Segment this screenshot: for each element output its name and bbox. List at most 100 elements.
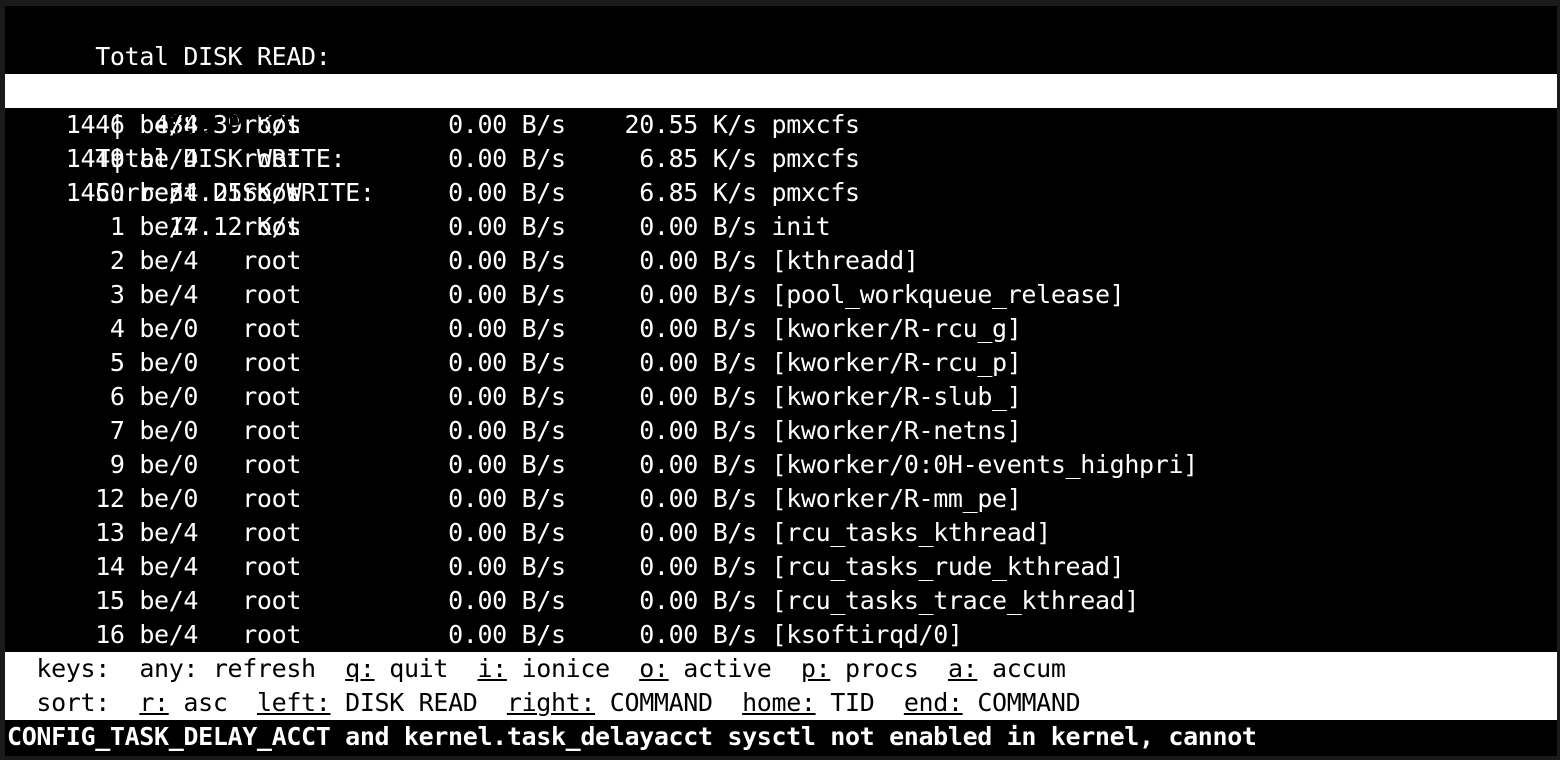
cell-user: root (242, 518, 360, 547)
cell-prio: be/4 (139, 620, 243, 649)
cell-disk_read: 0.00 B/s (359, 280, 581, 309)
footer-keys-row: keys: any: refresh q: quit i: ionice o: … (5, 652, 1557, 686)
cell-tid: 1446 (7, 110, 140, 139)
cell-user: root (242, 246, 360, 275)
footer-key-accel: r: (139, 688, 169, 717)
table-row[interactable]: 1449 be/4 root 0.00 B/s 6.85 K/s pmxcfs (5, 142, 1557, 176)
cell-tid: 1449 (7, 144, 140, 173)
cell-tid: 14 (7, 552, 140, 581)
cell-user: root (242, 586, 360, 615)
cell-disk_read: 0.00 B/s (359, 212, 581, 241)
cell-command: [kworker/0:0H-events_highpri] (771, 450, 1199, 479)
cell-command: pmxcfs (771, 110, 861, 139)
footer-key-action: procs (830, 654, 948, 683)
footer-key-accel: a: (947, 654, 978, 683)
column-header-command[interactable]: COMMAND (830, 110, 993, 139)
footer-key-action: active (668, 654, 801, 683)
summary-total-row: Total DISK READ: 0.00 B/s | Total DISK W… (5, 6, 1557, 207)
footer-key-action: COMMAND (962, 688, 1081, 717)
footer-key-home[interactable]: home: TID (742, 688, 904, 717)
cell-command: init (771, 212, 831, 241)
cell-user: root (242, 110, 360, 139)
table-row[interactable]: 16 be/4 root 0.00 B/s 0.00 B/s [ksoftirq… (5, 618, 1557, 652)
footer-key-accel: left: (256, 688, 331, 717)
cell-prio: be/4 (139, 144, 243, 173)
table-row[interactable]: 2 be/4 root 0.00 B/s 0.00 B/s [kthreadd] (5, 244, 1557, 278)
cell-command: [kworker/R-rcu_p] (771, 348, 1022, 377)
cell-disk_write: 0.00 B/s (580, 518, 772, 547)
cell-disk_write: 0.00 B/s (580, 382, 772, 411)
cell-disk_write: 0.00 B/s (580, 314, 772, 343)
footer-key-accel: home: (742, 688, 816, 717)
cell-command: [kworker/R-rcu_g] (771, 314, 1022, 343)
cell-disk_write: 0.00 B/s (580, 586, 772, 615)
status-message: CONFIG_TASK_DELAY_ACCT and kernel.task_d… (5, 720, 1557, 754)
cell-tid: 5 (7, 348, 140, 377)
cell-prio: be/0 (139, 484, 243, 513)
table-row[interactable]: 4 be/0 root 0.00 B/s 0.00 B/s [kworker/R… (5, 312, 1557, 346)
table-row[interactable]: 1450 be/4 root 0.00 B/s 6.85 K/s pmxcfs (5, 176, 1557, 210)
cell-prio: be/0 (139, 348, 243, 377)
cell-prio: be/0 (139, 416, 243, 445)
footer-key-action: asc (168, 688, 257, 717)
table-row[interactable]: 9 be/0 root 0.00 B/s 0.00 B/s [kworker/0… (5, 448, 1557, 482)
table-row[interactable]: 1446 be/4 root 0.00 B/s 20.55 K/s pmxcfs (5, 108, 1557, 142)
cell-tid: 12 (7, 484, 140, 513)
cell-disk_write: 0.00 B/s (580, 212, 772, 241)
cell-prio: be/4 (139, 212, 243, 241)
cell-disk_write: 6.85 K/s (580, 144, 772, 173)
footer-key-right[interactable]: right: COMMAND (507, 688, 742, 717)
cell-command: [kworker/R-slub_] (771, 382, 1022, 411)
table-row[interactable]: 6 be/0 root 0.00 B/s 0.00 B/s [kworker/R… (5, 380, 1557, 414)
footer-key-action: refresh (198, 654, 346, 683)
footer-key-q[interactable]: q: quit (345, 654, 477, 683)
cell-tid: 6 (7, 382, 140, 411)
footer-key-i[interactable]: i: ionice (477, 654, 639, 683)
cell-disk_write: 0.00 B/s (580, 348, 772, 377)
table-row[interactable]: 5 be/0 root 0.00 B/s 0.00 B/s [kworker/R… (5, 346, 1557, 380)
footer-key-end[interactable]: end: COMMAND (904, 688, 1081, 717)
footer-key-a[interactable]: a: accum (948, 654, 1066, 683)
table-row[interactable]: 7 be/0 root 0.00 B/s 0.00 B/s [kworker/R… (5, 414, 1557, 448)
cell-prio: be/0 (139, 450, 243, 479)
cell-disk_write: 0.00 B/s (580, 552, 772, 581)
footer-key-r[interactable]: r: asc (139, 688, 257, 717)
cell-prio: be/4 (139, 246, 243, 275)
table-row[interactable]: 15 be/4 root 0.00 B/s 0.00 B/s [rcu_task… (5, 584, 1557, 618)
cell-disk_read: 0.00 B/s (359, 586, 581, 615)
cell-disk_write: 0.00 B/s (580, 484, 772, 513)
cell-disk_read: 0.00 B/s (359, 246, 581, 275)
footer-key-accel: any: (139, 654, 199, 683)
cell-prio: be/4 (139, 552, 243, 581)
footer-key-accel: q: (345, 654, 375, 683)
table-row[interactable]: 14 be/4 root 0.00 B/s 0.00 B/s [rcu_task… (5, 550, 1557, 584)
cell-user: root (242, 280, 360, 309)
cell-user: root (242, 484, 360, 513)
footer-key-action: quit (374, 654, 478, 683)
table-row[interactable]: 13 be/4 root 0.00 B/s 0.00 B/s [rcu_task… (5, 516, 1557, 550)
total-disk-read-value: 0.00 B/s (95, 76, 301, 105)
cell-disk_read: 0.00 B/s (359, 314, 581, 343)
cell-user: root (242, 314, 360, 343)
cell-prio: be/4 (139, 178, 243, 207)
table-row[interactable]: 3 be/4 root 0.00 B/s 0.00 B/s [pool_work… (5, 278, 1557, 312)
footer-key-p[interactable]: p: procs (801, 654, 948, 683)
cell-command: pmxcfs (771, 178, 861, 207)
cell-tid: 15 (7, 586, 140, 615)
footer-key-o[interactable]: o: active (639, 654, 801, 683)
table-row[interactable]: 1 be/4 root 0.00 B/s 0.00 B/s init (5, 210, 1557, 244)
cell-prio: be/4 (139, 518, 243, 547)
total-disk-read-label: Total DISK READ: (95, 42, 463, 71)
cell-tid: 7 (7, 416, 140, 445)
footer-key-left[interactable]: left: DISK READ (257, 688, 507, 717)
cell-disk_read: 0.00 B/s (359, 518, 581, 547)
cell-disk_read: 0.00 B/s (359, 416, 581, 445)
cell-command: [ksoftirqd/0] (771, 620, 963, 649)
cell-prio: be/4 (139, 280, 243, 309)
footer-key-any[interactable]: any: refresh (139, 654, 345, 683)
cell-user: root (242, 620, 360, 649)
cell-disk_write: 0.00 B/s (580, 246, 772, 275)
footer-sort-row: sort: r: asc left: DISK READ right: COMM… (5, 686, 1557, 720)
table-row[interactable]: 12 be/0 root 0.00 B/s 0.00 B/s [kworker/… (5, 482, 1557, 516)
cell-tid: 9 (7, 450, 140, 479)
